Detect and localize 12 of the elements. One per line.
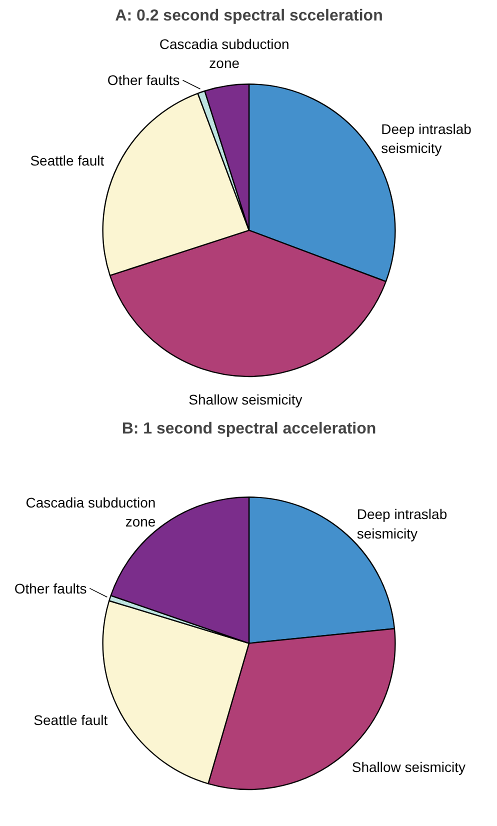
slice-label: Deep intraslab seismicity — [356, 506, 448, 542]
slice-label: Seattle fault — [34, 712, 108, 728]
slice-label: Shallow seismicity — [188, 391, 302, 408]
slice-label: Cascadia subduction zone — [26, 494, 156, 530]
slice-label: Other faults — [107, 72, 180, 88]
chart-title: A: 0.2 second spectral scceleration — [115, 8, 383, 24]
chart-title: B: 1 second spectral acceleration — [122, 420, 376, 438]
slice-label: Seattle fault — [30, 152, 104, 168]
slice-label: Deep intraslab seismicity — [381, 120, 472, 156]
slice-label: Cascadia subduction zone — [159, 36, 290, 71]
slice-label: Shallow seismicity — [352, 759, 466, 776]
legend-label: Other faults — [14, 580, 87, 596]
